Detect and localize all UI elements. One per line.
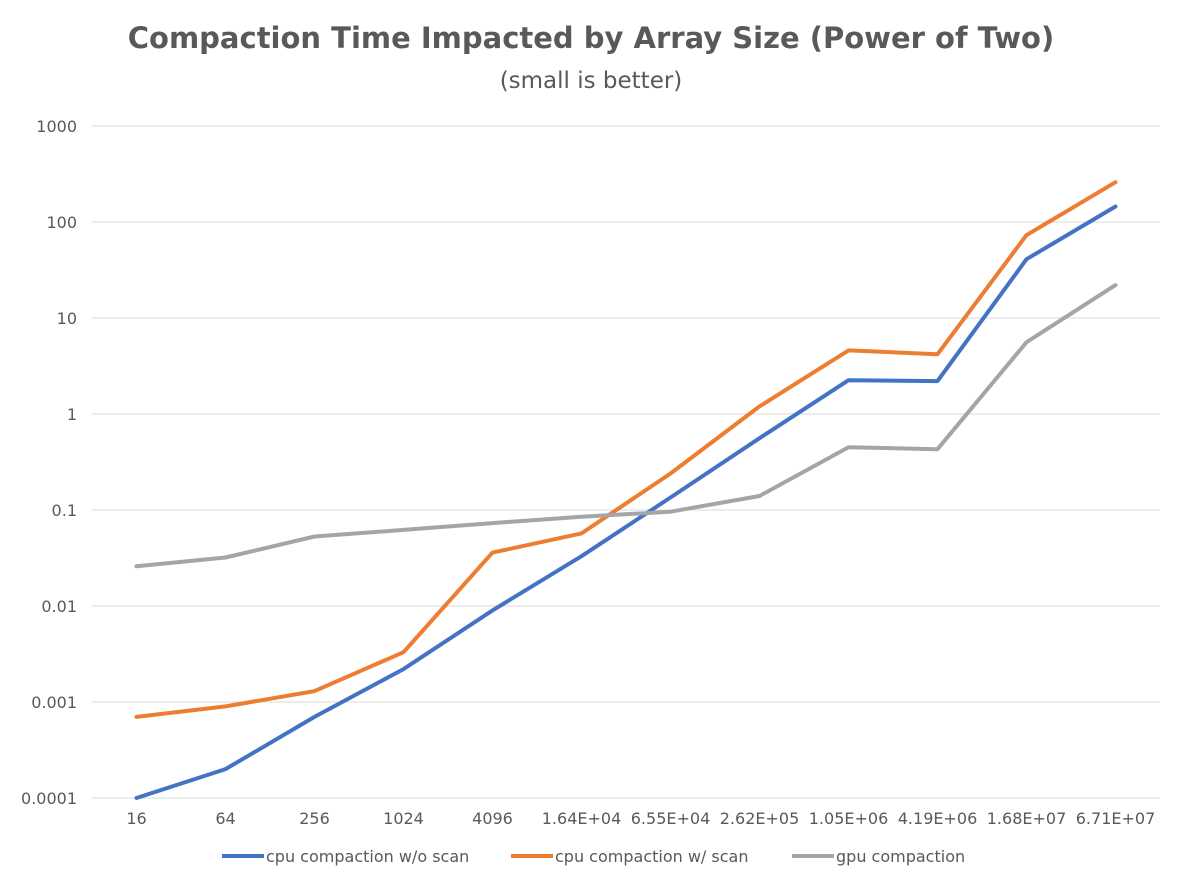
data-point bbox=[580, 515, 584, 519]
data-point bbox=[135, 796, 139, 800]
series-lines bbox=[134, 180, 1118, 800]
x-tick-label: 6.55E+04 bbox=[631, 809, 711, 828]
data-point bbox=[669, 471, 673, 475]
x-tick-label: 1.68E+07 bbox=[987, 809, 1067, 828]
data-point bbox=[1025, 257, 1029, 261]
chart-title: Compaction Time Impacted by Array Size (… bbox=[128, 21, 1054, 55]
y-tick-label: 100 bbox=[46, 213, 77, 232]
series-line-1 bbox=[134, 204, 1118, 800]
x-tick-label: 2.62E+05 bbox=[720, 809, 800, 828]
data-point bbox=[758, 494, 762, 498]
data-point bbox=[758, 436, 762, 440]
data-point bbox=[135, 564, 139, 568]
y-tick-label: 0.001 bbox=[31, 693, 77, 712]
data-point bbox=[402, 667, 406, 671]
legend-label: gpu compaction bbox=[836, 847, 965, 866]
data-point bbox=[669, 510, 673, 514]
y-axis-ticks: 0.0001 0.001 0.01 0.1 1 10 100 1000 bbox=[21, 117, 77, 808]
y-tick-label: 10 bbox=[57, 309, 77, 328]
data-point bbox=[847, 378, 851, 382]
data-point bbox=[1025, 233, 1029, 237]
data-point bbox=[936, 447, 940, 451]
x-tick-label: 6.71E+07 bbox=[1076, 809, 1156, 828]
data-point bbox=[1114, 283, 1118, 287]
data-point bbox=[402, 650, 406, 654]
data-point bbox=[491, 551, 495, 555]
legend-label: cpu compaction w/o scan bbox=[266, 847, 469, 866]
data-point bbox=[1025, 340, 1029, 344]
data-point bbox=[313, 534, 317, 538]
gridlines bbox=[92, 125, 1160, 799]
data-point bbox=[669, 495, 673, 499]
data-point bbox=[936, 352, 940, 356]
x-tick-label: 4096 bbox=[472, 809, 513, 828]
data-point bbox=[936, 379, 940, 383]
chart-subtitle: (small is better) bbox=[500, 68, 683, 94]
x-tick-label: 1.64E+04 bbox=[542, 809, 622, 828]
data-point bbox=[224, 767, 228, 771]
data-point bbox=[224, 556, 228, 560]
data-point bbox=[491, 608, 495, 612]
data-point bbox=[847, 348, 851, 352]
x-tick-label: 16 bbox=[126, 809, 146, 828]
y-tick-label: 0.1 bbox=[52, 501, 77, 520]
legend: cpu compaction w/o scan cpu compaction w/… bbox=[222, 847, 965, 866]
x-tick-label: 1.05E+06 bbox=[809, 809, 889, 828]
legend-item: cpu compaction w/ scan bbox=[511, 847, 748, 866]
data-point bbox=[1114, 180, 1118, 184]
y-tick-label: 0.01 bbox=[41, 597, 77, 616]
data-point bbox=[580, 531, 584, 535]
series-line-3 bbox=[134, 283, 1118, 569]
legend-label: cpu compaction w/ scan bbox=[555, 847, 748, 866]
data-point bbox=[758, 404, 762, 408]
y-tick-label: 0.0001 bbox=[21, 789, 77, 808]
legend-item: gpu compaction bbox=[792, 847, 965, 866]
x-tick-label: 1024 bbox=[383, 809, 424, 828]
y-tick-label: 1000 bbox=[36, 117, 77, 136]
x-axis-ticks: 16 64 256 1024 4096 1.64E+04 6.55E+04 2.62E+05 1… bbox=[126, 809, 1155, 828]
data-point bbox=[402, 528, 406, 532]
data-point bbox=[313, 689, 317, 693]
data-point bbox=[135, 715, 139, 719]
data-point bbox=[1114, 205, 1118, 209]
x-tick-label: 4.19E+06 bbox=[898, 809, 978, 828]
data-point bbox=[313, 715, 317, 719]
data-point bbox=[847, 445, 851, 449]
x-tick-label: 64 bbox=[215, 809, 235, 828]
data-point bbox=[580, 554, 584, 558]
data-point bbox=[224, 704, 228, 708]
data-point bbox=[491, 521, 495, 525]
x-tick-label: 256 bbox=[299, 809, 330, 828]
y-tick-label: 1 bbox=[67, 405, 77, 424]
legend-item: cpu compaction w/o scan bbox=[222, 847, 469, 866]
series-line-2 bbox=[134, 180, 1118, 719]
